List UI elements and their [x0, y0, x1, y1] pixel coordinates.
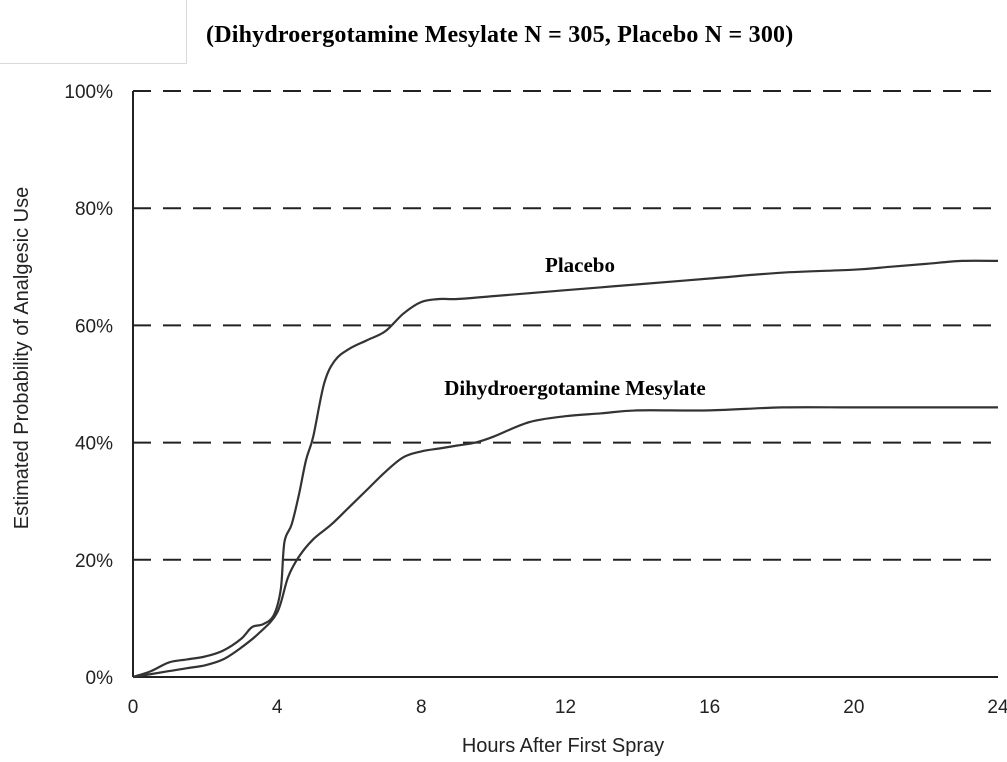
dihydroergotamine-line [132, 406, 998, 679]
x-tick-label: 20 [843, 697, 864, 718]
gridlines [133, 90, 998, 678]
y-tick-label: 40% [75, 434, 113, 455]
chart-subtitle: (Dihydroergotamine Mesylate N = 305, Pla… [206, 22, 794, 48]
placebo-line [132, 259, 999, 679]
y-tick-label: 20% [75, 551, 113, 572]
series-labels: Placebo Dihydroergotamine Mesylate [444, 253, 705, 400]
series-lines [132, 259, 999, 679]
dihydroergotamine-label: Dihydroergotamine Mesylate [444, 376, 705, 400]
x-tick-label: 8 [416, 697, 427, 718]
y-tick-label: 60% [75, 316, 113, 337]
y-axis-title: Estimated Probability of Analgesic Use [11, 187, 33, 529]
x-tick-label: 16 [699, 697, 720, 718]
corner-box [0, 0, 187, 64]
x-tick-label: 0 [128, 697, 139, 718]
y-tick-label: 0% [86, 668, 114, 689]
x-tick-labels: 0 4 8 12 16 20 24 [128, 697, 1007, 718]
x-tick-label: 4 [272, 697, 283, 718]
y-tick-labels: 0% 20% 40% 60% 80% 100% [64, 82, 113, 689]
placebo-label: Placebo [545, 253, 615, 277]
x-axis-title: Hours After First Spray [462, 735, 664, 757]
y-tick-label: 100% [64, 82, 113, 103]
x-tick-label: 24 [987, 697, 1007, 718]
y-tick-label: 80% [75, 199, 113, 220]
x-tick-label: 12 [555, 697, 576, 718]
